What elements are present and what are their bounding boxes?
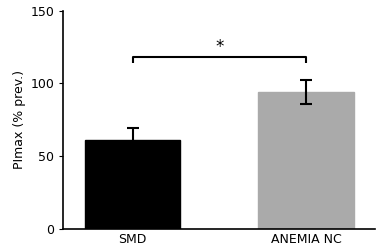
Bar (258, 92, 354, 229)
Bar (85, 140, 180, 229)
Y-axis label: PImax (% prev.): PImax (% prev.) (13, 70, 26, 169)
Text: *: * (215, 38, 224, 56)
